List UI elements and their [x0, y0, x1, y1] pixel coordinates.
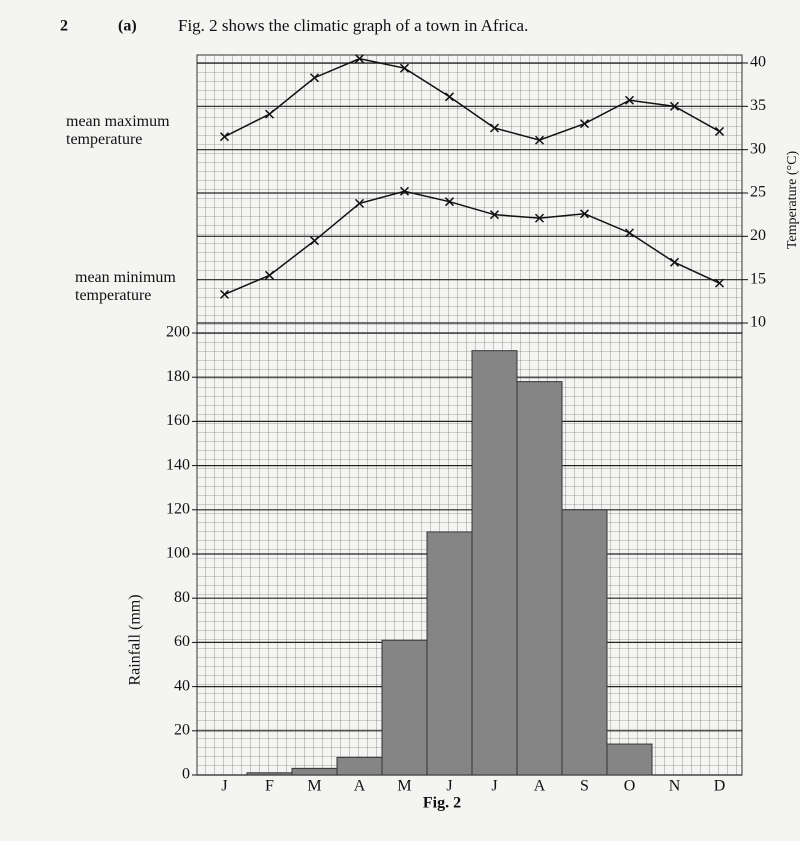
y2-tick-label: 25 [750, 184, 766, 201]
point-marker [399, 186, 410, 196]
point-marker [264, 270, 275, 280]
point-marker [354, 198, 365, 208]
y-tick-label: 160 [166, 412, 190, 429]
point-marker [669, 257, 680, 267]
y2-tick-label: 10 [750, 314, 766, 331]
point-marker [309, 236, 320, 246]
x-tick-label: F [265, 778, 274, 795]
point-marker [714, 126, 725, 136]
caption: Fig. 2 [423, 795, 461, 812]
x-tick-label: J [446, 778, 452, 795]
y-tick-label: 180 [166, 368, 190, 385]
chart-title: Fig. 2 shows the climatic graph of a tow… [178, 16, 528, 35]
point-marker [219, 289, 230, 299]
point-marker [309, 73, 320, 83]
bar [246, 772, 293, 776]
point-marker [714, 278, 725, 288]
bar [291, 767, 338, 776]
part-label: (a) [118, 18, 137, 35]
point-marker [489, 210, 500, 220]
point-marker [489, 123, 500, 133]
bar [336, 756, 383, 776]
y-tick-label: 80 [174, 589, 190, 606]
x-tick-label: S [580, 778, 589, 795]
bar [426, 531, 473, 776]
y-tick-label: 140 [166, 456, 190, 473]
line [224, 57, 720, 141]
y-tick-label: 40 [174, 677, 190, 694]
point-marker [444, 92, 455, 102]
y-tick-label: 200 [166, 324, 190, 341]
point-marker [354, 54, 365, 64]
x-tick-label: O [624, 778, 636, 795]
bar [561, 509, 608, 776]
x-tick-label: D [714, 778, 726, 795]
bar [381, 639, 428, 776]
y-tick-label: 100 [166, 545, 190, 562]
bar [471, 350, 518, 776]
x-tick-label: N [669, 778, 681, 795]
point-marker [444, 197, 455, 207]
point-marker [399, 63, 410, 73]
point-marker [669, 101, 680, 111]
y-tick-label: 60 [174, 633, 190, 650]
point-marker [579, 209, 590, 219]
x-tick-label: J [491, 778, 497, 795]
line [224, 190, 720, 296]
y-tick-label: 120 [166, 500, 190, 517]
x-tick-label: A [354, 778, 366, 795]
y2-axis-label: Temperature (°C) [785, 151, 800, 250]
point-marker [624, 95, 635, 105]
point-marker [579, 119, 590, 129]
point-marker [219, 132, 230, 142]
y-axis-label: Rainfall (mm) [127, 594, 144, 685]
y2-tick-label: 35 [750, 97, 766, 114]
y2-tick-label: 40 [750, 54, 766, 71]
x-tick-label: A [534, 778, 546, 795]
y2-tick-label: 30 [750, 140, 766, 157]
bar [516, 381, 563, 776]
point-marker [624, 228, 635, 238]
y2-tick-label: 15 [750, 270, 766, 287]
x-tick-label: M [397, 778, 411, 795]
point-marker [264, 109, 275, 119]
y2-tick-label: 20 [750, 227, 766, 244]
bar [606, 743, 653, 776]
question-number: 2 [60, 18, 68, 35]
x-tick-label: M [307, 778, 321, 795]
annotation: mean maximum temperature [66, 113, 170, 148]
x-tick-label: J [221, 778, 227, 795]
y-tick-label: 20 [174, 721, 190, 738]
annotation: mean minimum temperature [75, 269, 176, 304]
y-tick-label: 0 [182, 766, 190, 783]
point-marker [534, 135, 545, 145]
point-marker [534, 213, 545, 223]
